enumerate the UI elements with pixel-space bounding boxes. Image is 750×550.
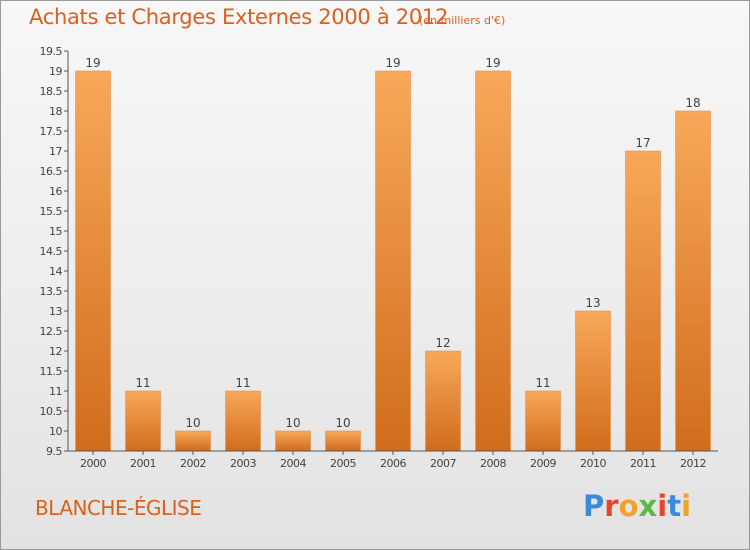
bar-value-label: 10 [335, 416, 350, 430]
chart-unit: (en milliers d'€) [419, 14, 506, 27]
y-tick-label: 12 [49, 345, 62, 358]
bar-value-label: 13 [585, 296, 600, 310]
bar-value-label: 11 [535, 376, 550, 390]
x-tick-label: 2006 [380, 457, 406, 470]
bar-value-label: 10 [185, 416, 200, 430]
logo-letter: t [667, 489, 682, 523]
x-tick-label: 2002 [180, 457, 206, 470]
y-tick-label: 13 [49, 305, 62, 318]
bar-value-label: 19 [85, 56, 100, 70]
logo-letter: o [618, 489, 639, 523]
y-tick-label: 10 [49, 425, 62, 438]
bar-value-label: 17 [635, 136, 650, 150]
bars: 19 11 10 11 10 10 19 12 19 11 13 17 18 [75, 56, 711, 452]
bar-value-label: 10 [285, 416, 300, 430]
x-tick-label: 2010 [580, 457, 606, 470]
y-tick-label: 9.5 [46, 445, 62, 458]
logo-letter: i [681, 489, 692, 523]
bar-2000 [75, 70, 111, 452]
bar-value-label: 12 [435, 336, 450, 350]
y-tick-label: 11 [49, 385, 62, 398]
bar-value-label: 19 [485, 56, 500, 70]
y-tick-label: 10.5 [40, 405, 63, 418]
x-axis: 2000 2001 2002 2003 2004 2005 2006 2007 2008 2009… [68, 450, 718, 470]
y-tick-label: 18 [49, 105, 62, 118]
logo-letter: x [638, 489, 658, 523]
x-tick-label: 2005 [330, 457, 356, 470]
y-tick-label: 13.5 [40, 285, 63, 298]
y-tick-label: 14 [49, 265, 62, 278]
bar-value-label: 19 [385, 56, 400, 70]
y-tick-label: 14.5 [40, 245, 63, 258]
x-tick-label: 2007 [430, 457, 456, 470]
y-tick-label: 19 [49, 65, 62, 78]
x-tick-label: 2001 [130, 457, 156, 470]
bar-2006 [375, 70, 411, 452]
x-tick-label: 2012 [680, 457, 706, 470]
x-tick-label: 2003 [230, 457, 256, 470]
bar-2009 [525, 390, 561, 452]
bar-2008 [475, 70, 511, 452]
logo-letter: P [583, 489, 605, 523]
y-tick-label: 12.5 [40, 325, 63, 338]
bar-2001 [125, 390, 161, 452]
place-name: BLANCHE-ÉGLISE [35, 496, 202, 520]
logo-letter: i [657, 489, 668, 523]
x-tick-label: 2004 [280, 457, 306, 470]
bar-2005 [325, 430, 361, 452]
proxiti-logo[interactable]: Proxiti [583, 489, 691, 523]
bar-2004 [275, 430, 311, 452]
y-axis: 9.5 10 10.5 11 11.5 12 12.5 13 13.5 14 14.5 15 15.5 1… [40, 45, 69, 458]
y-tick-label: 19.5 [40, 45, 63, 58]
bar-2012 [675, 110, 711, 452]
bar-2007 [425, 350, 461, 452]
x-tick-label: 2000 [80, 457, 106, 470]
bar-2010 [575, 310, 611, 452]
x-tick-label: 2009 [530, 457, 556, 470]
bar-2011 [625, 150, 661, 452]
y-tick-label: 15 [49, 225, 62, 238]
logo-letter: r [604, 489, 619, 523]
bar-value-label: 11 [235, 376, 250, 390]
y-tick-label: 15.5 [40, 205, 63, 218]
bar-value-label: 11 [135, 376, 150, 390]
bar-2003 [225, 390, 261, 452]
bar-2002 [175, 430, 211, 452]
bar-value-label: 18 [685, 96, 700, 110]
x-tick-label: 2008 [480, 457, 506, 470]
x-tick-label: 2011 [630, 457, 656, 470]
y-tick-label: 18.5 [40, 85, 63, 98]
chart-title: Achats et Charges Externes 2000 à 2012 [29, 5, 449, 29]
y-tick-label: 17 [49, 145, 62, 158]
y-tick-label: 16.5 [40, 165, 63, 178]
y-tick-label: 16 [49, 185, 62, 198]
y-tick-label: 17.5 [40, 125, 63, 138]
y-tick-label: 11.5 [40, 365, 63, 378]
